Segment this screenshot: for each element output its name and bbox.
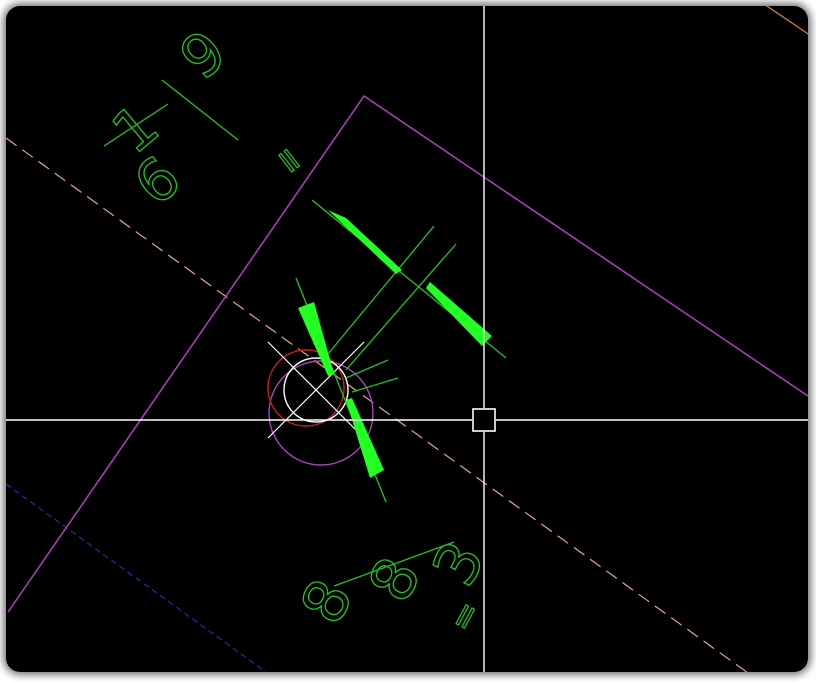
dimension-arrowheads — [298, 210, 492, 478]
wall-outline[interactable] — [7, 94, 808, 613]
dimension-text-top: 1 9 6 = — [99, 16, 315, 219]
cad-crosshair-cursor-icon[interactable] — [6, 6, 808, 672]
center-snap-x-icon — [267, 341, 365, 439]
dim-top-suffix: = — [265, 137, 314, 184]
hidden-line[interactable] — [6, 483, 267, 672]
magenta-circle[interactable] — [268, 360, 374, 466]
dimension-text-bottom: 8 3 8 = — [287, 530, 500, 639]
dim-bottom-numerator: 3 — [419, 530, 499, 597]
dim-top-numerator: 9 — [167, 17, 239, 93]
center-line[interactable] — [6, 137, 766, 672]
white-circle[interactable] — [283, 357, 349, 423]
cad-drawing-viewport[interactable]: 1 9 6 = 8 3 8 = — [6, 6, 808, 672]
red-circle[interactable] — [267, 349, 345, 427]
pickbox-square-icon[interactable] — [472, 408, 496, 432]
dim-bottom-suffix: = — [441, 594, 490, 638]
drawing-canvas[interactable]: 1 9 6 = 8 3 8 = — [6, 6, 808, 672]
orange-line[interactable] — [758, 6, 808, 46]
